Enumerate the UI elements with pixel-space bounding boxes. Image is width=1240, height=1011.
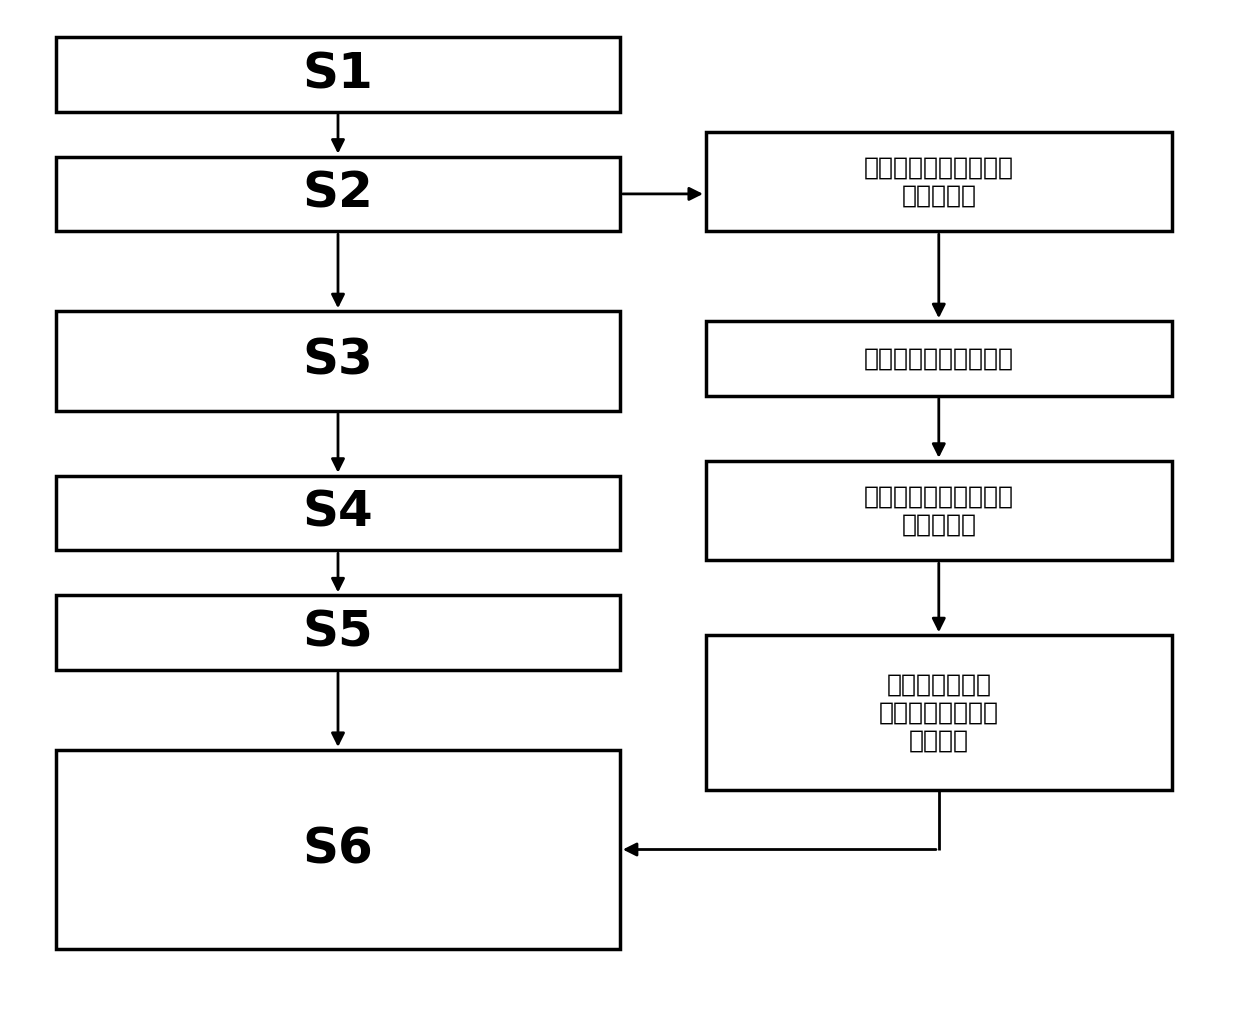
Bar bbox=[706, 131, 1172, 232]
Bar bbox=[706, 461, 1172, 560]
Text: 弹丸破片场动态概率分
布密度函数: 弹丸破片场动态概率分 布密度函数 bbox=[864, 484, 1014, 537]
Bar bbox=[706, 635, 1172, 790]
Text: 作用在目标表面
单一面元的破片场
分布密度: 作用在目标表面 单一面元的破片场 分布密度 bbox=[879, 672, 998, 752]
Bar bbox=[56, 475, 620, 550]
Bar bbox=[56, 36, 620, 111]
Bar bbox=[56, 157, 620, 232]
Bar bbox=[56, 311, 620, 410]
Text: S1: S1 bbox=[303, 51, 373, 98]
Bar bbox=[706, 321, 1172, 396]
Text: S3: S3 bbox=[303, 337, 373, 385]
Text: S6: S6 bbox=[303, 826, 373, 874]
Text: 弹丸破片场动态飞散角: 弹丸破片场动态飞散角 bbox=[864, 347, 1014, 370]
Bar bbox=[56, 595, 620, 670]
Bar bbox=[56, 750, 620, 949]
Text: S4: S4 bbox=[303, 489, 373, 537]
Text: 基于炸点空间位置的破
片飞散坐标: 基于炸点空间位置的破 片飞散坐标 bbox=[864, 156, 1014, 207]
Text: S5: S5 bbox=[303, 609, 373, 656]
Text: S2: S2 bbox=[303, 170, 373, 218]
